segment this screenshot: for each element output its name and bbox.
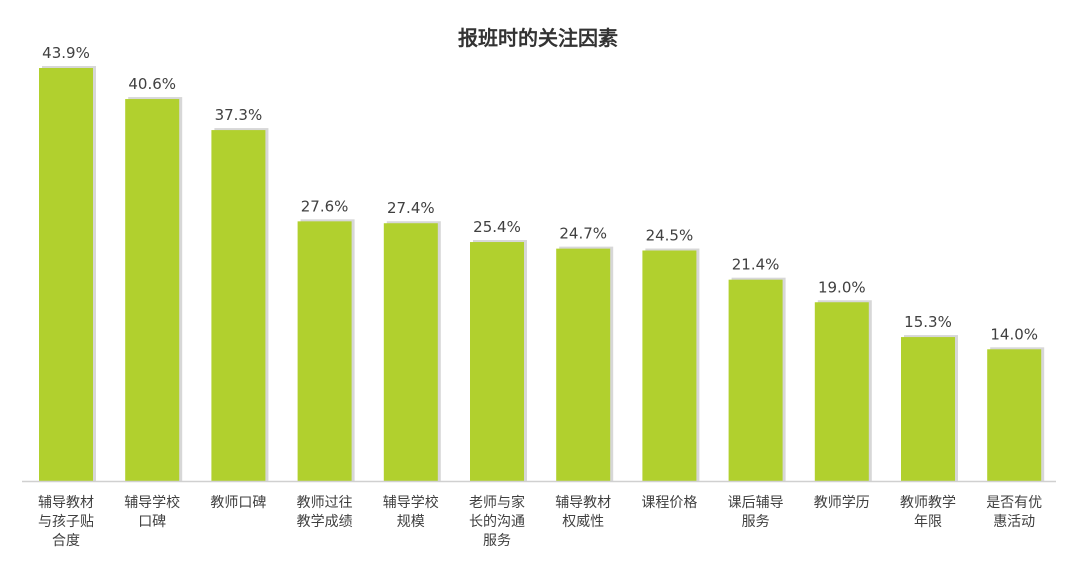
category-label: 辅导学校规模 [383, 494, 439, 530]
bar-value-label: 40.6% [128, 75, 176, 93]
bar [125, 99, 180, 481]
category-label-line: 教师口碑 [210, 495, 266, 511]
category-label: 教师学历 [814, 495, 870, 511]
chart-title: 报班时的关注因素 [458, 26, 618, 50]
category-label-line: 辅导教材 [555, 495, 611, 511]
value-labels-group: 43.9% 40.6% 37.3% 27.6% 27.4% 25.4% 24.7% 24.5%… [42, 44, 1038, 343]
bar-value-label: 27.4% [387, 199, 435, 217]
category-label-line: 惠活动 [993, 514, 1035, 530]
category-label-line: 教学成绩 [297, 514, 353, 530]
category-label-line: 是否有优 [986, 495, 1042, 511]
bar-value-label: 24.7% [559, 225, 607, 243]
category-label-line: 与孩子贴 [38, 514, 94, 530]
bar [211, 130, 266, 481]
bar-value-label: 24.5% [646, 227, 694, 245]
category-label-line: 教师学历 [814, 495, 870, 511]
category-label-line: 辅导学校 [383, 494, 439, 511]
bar-value-label: 19.0% [818, 278, 866, 296]
bar-value-label: 25.4% [473, 218, 521, 236]
bar-value-label: 14.0% [990, 325, 1038, 343]
category-label-line: 年限 [914, 514, 942, 530]
category-label-line: 教师教学 [900, 495, 956, 511]
bar [987, 349, 1042, 481]
category-label: 教师教学年限 [900, 495, 956, 530]
category-label-line: 服务 [483, 533, 511, 549]
category-label-line: 课程价格 [641, 495, 697, 511]
category-label-line: 老师与家 [469, 494, 525, 511]
bar-value-label: 21.4% [732, 256, 780, 274]
bar [383, 223, 438, 481]
category-label-line: 服务 [742, 514, 770, 530]
category-label: 课程价格 [641, 495, 697, 511]
bar [814, 302, 869, 481]
category-label-line: 规模 [397, 514, 425, 530]
bar-value-label: 43.9% [42, 44, 90, 62]
category-label-line: 合度 [52, 533, 80, 549]
bar-value-label: 27.6% [301, 197, 349, 215]
bar [39, 68, 93, 481]
bar [901, 337, 955, 481]
category-label: 是否有优惠活动 [986, 495, 1042, 530]
bar [556, 248, 611, 481]
bar [728, 279, 783, 481]
category-label-line: 长的沟通 [469, 514, 525, 530]
category-label: 教师过往教学成绩 [297, 495, 353, 530]
category-label-line: 辅导教材 [38, 495, 94, 511]
bar [470, 242, 524, 481]
bar [642, 250, 697, 481]
category-label-line: 课后辅导 [728, 495, 784, 511]
category-label: 辅导教材与孩子贴合度 [38, 495, 94, 549]
category-label: 课后辅导服务 [728, 495, 784, 530]
category-label-line: 教师过往 [297, 495, 353, 511]
category-label-line: 辅导学校 [124, 494, 180, 511]
category-label: 辅导学校口碑 [124, 494, 180, 530]
bars-group [39, 66, 1045, 481]
category-label: 辅导教材权威性 [555, 495, 611, 530]
bar-value-label: 15.3% [904, 313, 952, 331]
bar-value-label: 37.3% [215, 106, 263, 124]
category-label-line: 口碑 [138, 514, 166, 530]
category-label-line: 权威性 [562, 514, 604, 530]
bar [297, 221, 352, 481]
category-label: 教师口碑 [210, 495, 266, 511]
category-label: 老师与家长的沟通服务 [469, 494, 525, 549]
